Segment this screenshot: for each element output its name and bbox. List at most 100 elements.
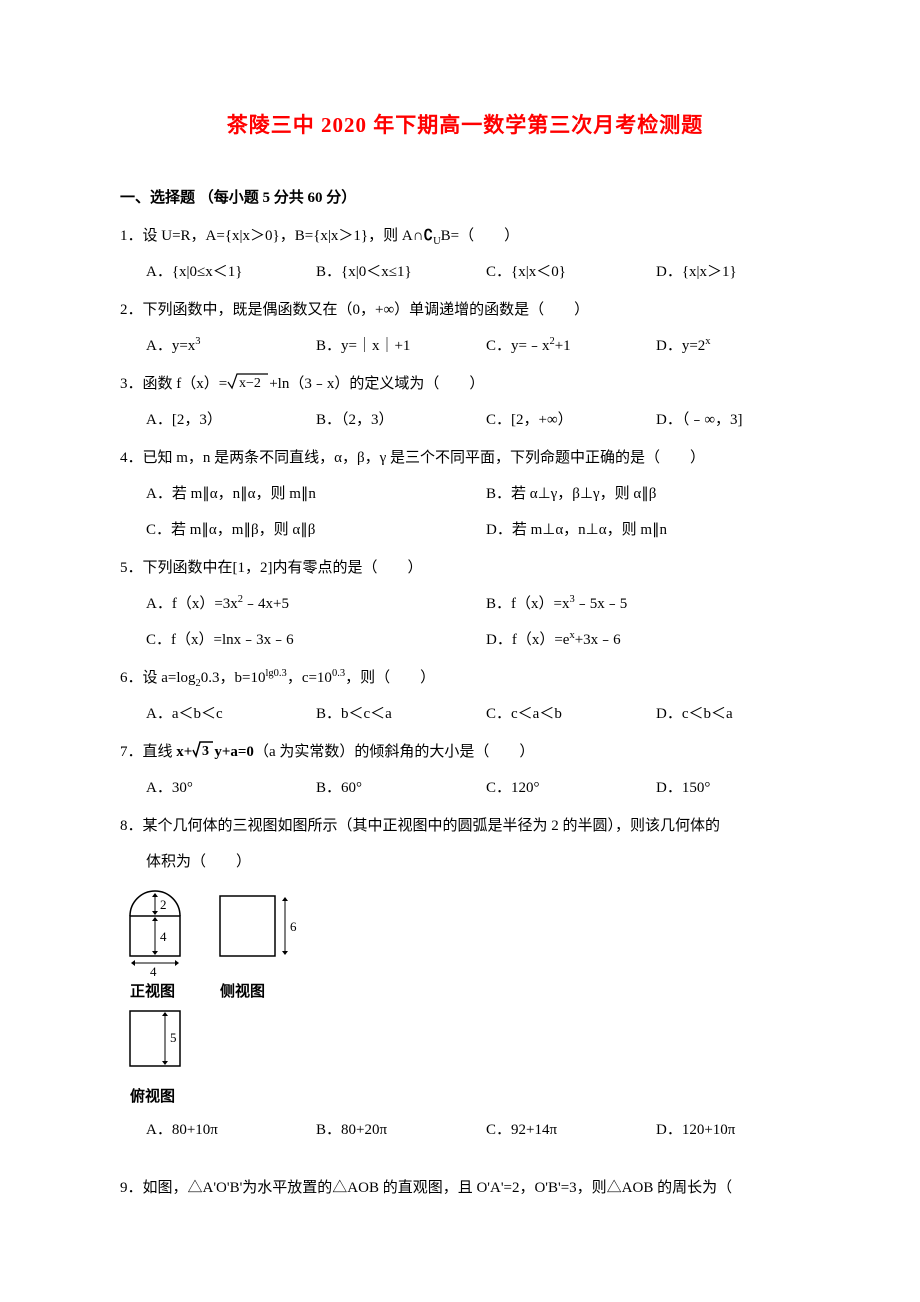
three-views-svg: 2 4 4 正视图 <box>120 886 320 1106</box>
q1-opt-a: A．{x|0≤x＜1} <box>146 254 316 290</box>
q5-opt-a: A．f（x）=3x2﹣4x+5 <box>146 586 486 622</box>
q3-pre: 3．函数 f（x）= <box>120 376 227 392</box>
dim-6: 6 <box>290 919 297 934</box>
q8-text2: 体积为（ ） <box>120 844 810 880</box>
q4-opt-c: C．若 m∥α，m∥β，则 α∥β <box>146 512 486 548</box>
complement-symbol: ∁ <box>424 227 434 244</box>
question-3: 3．函数 f（x）= x−2 +ln（3﹣x）的定义域为（ ） A．[2，3） … <box>120 366 810 438</box>
question-1: 1．设 U=R，A={x|x＞0}，B={x|x＞1}，则 A∩∁UB=（ ） … <box>120 218 810 290</box>
front-label: 正视图 <box>130 982 175 1000</box>
q6-tail: ，则（ ） <box>345 670 435 686</box>
q2c-t: C．y=﹣x <box>486 338 549 354</box>
complement-sub: U <box>433 236 441 247</box>
q8-opt-c: C．92+14π <box>486 1112 656 1148</box>
q7-opt-d: D．150° <box>656 770 710 806</box>
q7-f2: y+a=0 <box>214 744 254 760</box>
q3-opt-d: D．（﹣∞，3] <box>656 402 743 438</box>
q5b-t: B．f（x）=x <box>486 596 569 612</box>
q5a-tail: ﹣4x+5 <box>243 596 289 612</box>
question-8: 8．某个几何体的三视图如图所示（其中正视图中的圆弧是半径为 2 的半圆），则该几… <box>120 808 810 1148</box>
front-view: 2 4 4 <box>130 891 180 979</box>
q4-opt-d: D．若 m⊥α，n⊥α，则 m∥n <box>486 512 826 548</box>
q2d-sup: x <box>705 336 710 347</box>
q6-opt-c: C．c＜a＜b <box>486 696 656 732</box>
q5b-tail: ﹣5x﹣5 <box>575 596 628 612</box>
question-4: 4．已知 m，n 是两条不同直线，α，β，γ 是三个不同平面，下列命题中正确的是… <box>120 440 810 548</box>
q6-opt-d: D．c＜b＜a <box>656 696 733 732</box>
q8-options: A．80+10π B．80+20π C．92+14π D．120+10π <box>120 1112 810 1148</box>
q2c-tail: +1 <box>555 338 571 354</box>
q5a-t: A．f（x）=3x <box>146 596 238 612</box>
q6-p2: 0.3，b=10 <box>201 670 266 686</box>
side-view: 6 <box>220 896 297 956</box>
q4-options: A．若 m∥α，n∥α，则 m∥n B．若 α⊥γ，β⊥γ，则 α∥β C．若 … <box>120 476 810 548</box>
q7-opt-b: B．60° <box>316 770 486 806</box>
q5-options: A．f（x）=3x2﹣4x+5 B．f（x）=x3﹣5x﹣5 C．f（x）=ln… <box>120 586 810 658</box>
q9-text: 9．如图，△A'O'B'为水平放置的△AOB 的直观图，且 O'A'=2，O'B… <box>120 1170 810 1206</box>
q7-options: A．30° B．60° C．120° D．150° <box>120 770 810 806</box>
q5-opt-d: D．f（x）=ex+3x﹣6 <box>486 622 826 658</box>
question-5: 5．下列函数中在[1，2]内有零点的是（ ） A．f（x）=3x2﹣4x+5 B… <box>120 550 810 658</box>
q6-p1: 6．设 a=log <box>120 670 196 686</box>
q7-text: 7．直线 x+ 3 y+a=0（a 为实常数）的倾斜角的大小是（ ） <box>120 734 810 770</box>
q4-opt-b: B．若 α⊥γ，β⊥γ，则 α∥β <box>486 476 826 512</box>
q8-opt-b: B．80+20π <box>316 1112 486 1148</box>
q1-opt-c: C．{x|x＜0} <box>486 254 656 290</box>
q1-part2: B=（ ） <box>441 228 519 244</box>
q1-options: A．{x|0≤x＜1} B．{x|0＜x≤1} C．{x|x＜0} D．{x|x… <box>120 254 810 290</box>
q5-opt-b: B．f（x）=x3﹣5x﹣5 <box>486 586 826 622</box>
q5d-tail: +3x﹣6 <box>575 632 621 648</box>
section-1-header: 一、选择题 （每小题 5 分共 60 分） <box>120 180 810 216</box>
q2a-t: A．y=x <box>146 338 195 354</box>
q5-text: 5．下列函数中在[1，2]内有零点的是（ ） <box>120 550 810 586</box>
q5d-t: D．f（x）=e <box>486 632 569 648</box>
spacer <box>120 1148 810 1168</box>
side-label: 侧视图 <box>220 982 265 1000</box>
q6-sup2: 0.3 <box>332 668 345 679</box>
q8-opt-a: A．80+10π <box>146 1112 316 1148</box>
q5-opt-c: C．f（x）=lnx﹣3x﹣6 <box>146 622 486 658</box>
q6-opt-b: B．b＜c＜a <box>316 696 486 732</box>
top-view: 5 <box>130 1011 180 1066</box>
q3-text: 3．函数 f（x）= x−2 +ln（3﹣x）的定义域为（ ） <box>120 366 810 402</box>
dim-5: 5 <box>170 1030 177 1045</box>
q2d-t: D．y=2 <box>656 338 705 354</box>
exam-page: 茶陵三中 2020 年下期高一数学第三次月考检测题 一、选择题 （每小题 5 分… <box>0 0 920 1266</box>
sqrt-inner: x−2 <box>239 376 261 390</box>
three-views-figure: 2 4 4 正视图 <box>120 886 810 1106</box>
question-2: 2．下列函数中，既是偶函数又在（0，+∞）单调递增的函数是（ ） A．y=x3 … <box>120 292 810 364</box>
q1-opt-b: B．{x|0＜x≤1} <box>316 254 486 290</box>
sqrt-icon: x−2 <box>227 372 269 390</box>
top-label: 俯视图 <box>130 1087 175 1105</box>
q7-pre: 7．直线 <box>120 744 176 760</box>
q6-options: A．a＜b＜c B．b＜c＜a C．c＜a＜b D．c＜b＜a <box>120 696 810 732</box>
q3-options: A．[2，3） B．（2，3） C．[2，+∞） D．（﹣∞，3] <box>120 402 810 438</box>
q1-opt-d: D．{x|x＞1} <box>656 254 737 290</box>
dim-4b: 4 <box>150 964 157 979</box>
q2-opt-a: A．y=x3 <box>146 328 316 364</box>
q3-opt-a: A．[2，3） <box>146 402 316 438</box>
q3-opt-b: B．（2，3） <box>316 402 486 438</box>
dim-4: 4 <box>160 929 167 944</box>
q2-options: A．y=x3 B．y=｜x｜+1 C．y=﹣x2+1 D．y=2x <box>120 328 810 364</box>
q6-text: 6．设 a=log20.3，b=10lg0.3，c=100.3，则（ ） <box>120 660 810 696</box>
q1-part1: 1．设 U=R，A={x|x＞0}，B={x|x＞1}，则 A∩ <box>120 228 424 244</box>
q2-text: 2．下列函数中，既是偶函数又在（0，+∞）单调递增的函数是（ ） <box>120 292 810 328</box>
sqrt3: 3 <box>202 744 209 758</box>
question-9: 9．如图，△A'O'B'为水平放置的△AOB 的直观图，且 O'A'=2，O'B… <box>120 1170 810 1206</box>
dim-2: 2 <box>160 897 167 912</box>
q3-post: +ln（3﹣x）的定义域为（ ） <box>269 376 484 392</box>
sqrt-icon: 3 <box>192 740 214 758</box>
q7-post: （a 为实常数）的倾斜角的大小是（ ） <box>254 744 534 760</box>
q2a-sup: 3 <box>195 336 200 347</box>
q8-text: 8．某个几何体的三视图如图所示（其中正视图中的圆弧是半径为 2 的半圆），则该几… <box>120 808 810 844</box>
q8-opt-d: D．120+10π <box>656 1112 735 1148</box>
q7-f1: x+ <box>176 744 192 760</box>
q2-opt-c: C．y=﹣x2+1 <box>486 328 656 364</box>
question-6: 6．设 a=log20.3，b=10lg0.3，c=100.3，则（ ） A．a… <box>120 660 810 732</box>
q4-text: 4．已知 m，n 是两条不同直线，α，β，γ 是三个不同平面，下列命题中正确的是… <box>120 440 810 476</box>
q7-opt-c: C．120° <box>486 770 656 806</box>
q1-text: 1．设 U=R，A={x|x＞0}，B={x|x＞1}，则 A∩∁UB=（ ） <box>120 218 810 254</box>
q3-opt-c: C．[2，+∞） <box>486 402 656 438</box>
exam-title: 茶陵三中 2020 年下期高一数学第三次月考检测题 <box>120 100 810 150</box>
